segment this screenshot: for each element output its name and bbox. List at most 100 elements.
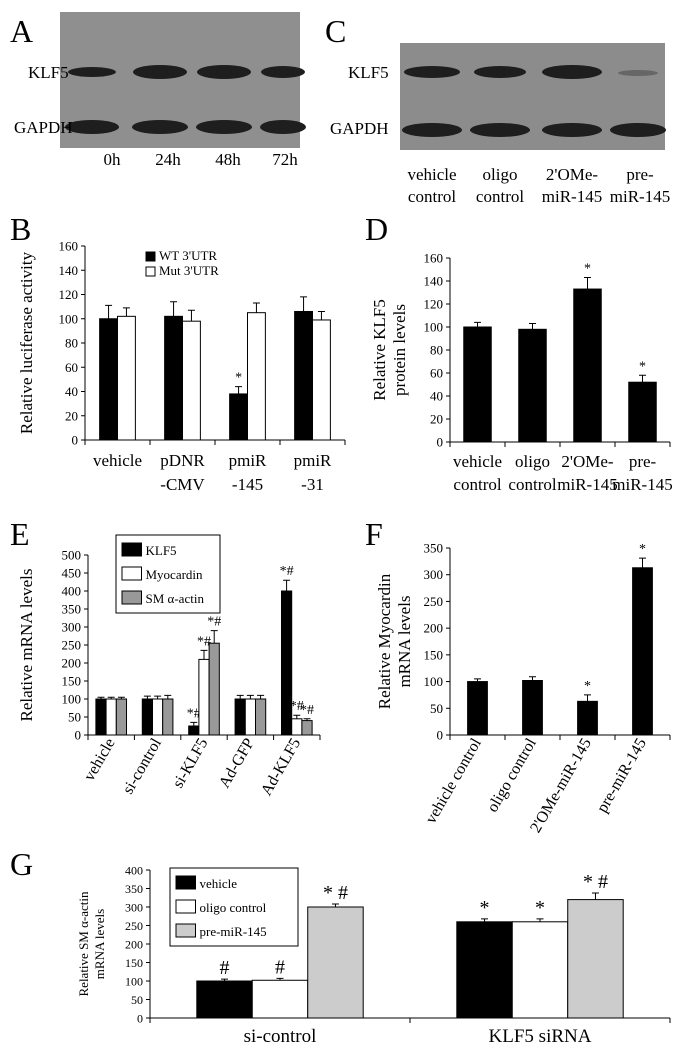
y-tick-label: 20 (65, 408, 78, 423)
y-tick-label: 100 (125, 975, 143, 989)
legend-swatch (121, 590, 142, 605)
x-tick-label-line: oligo (515, 452, 550, 471)
bar (99, 318, 118, 441)
x-tick-label-line: -31 (301, 475, 324, 494)
bar (229, 393, 248, 441)
y-axis-label-line: mRNA levels (92, 909, 107, 979)
error-bar (529, 323, 536, 330)
bar (162, 698, 174, 736)
x-tick-label: 2'OMe-miR-145 (527, 736, 595, 836)
y-tick-label: 0 (437, 435, 444, 450)
y-axis-label-line: Relative mRNA levels (17, 569, 36, 722)
significance-mark: # (220, 957, 230, 979)
error-bar (200, 649, 208, 660)
x-tick-label: si-control (244, 1026, 317, 1047)
x-tick-label: pDNR -CMV (160, 451, 205, 494)
y-tick-label: 150 (125, 956, 143, 970)
legend-label: KLF5 (146, 543, 177, 558)
lane-label: pre-miR-145 (610, 165, 670, 206)
bar (522, 680, 543, 736)
row-label: GAPDH (330, 119, 389, 138)
y-tick-label: 60 (65, 360, 78, 375)
error-bar (190, 721, 198, 726)
error-bar (170, 301, 178, 317)
error-bar (536, 918, 544, 922)
lane-label: 2'OMe-miR-145 (542, 165, 602, 206)
lane-labels: 0h 24h 48h 72h (104, 150, 299, 169)
bar (208, 642, 220, 736)
x-tick-label: pre-miR-145 (594, 736, 650, 816)
error-bar (317, 310, 325, 320)
error-bar (591, 892, 599, 900)
y-tick-label: 100 (424, 674, 444, 689)
error-bar (639, 557, 646, 568)
error-bar (97, 696, 105, 699)
legend-label: oligo control (200, 900, 267, 915)
row-label: GAPDH (14, 118, 73, 137)
significance-mark: * (639, 359, 646, 374)
y-tick-label: 50 (68, 710, 81, 725)
legend-swatch (145, 266, 156, 277)
y-tick-label: 60 (430, 366, 443, 381)
y-tick-label: 100 (62, 692, 82, 707)
bar (244, 698, 257, 736)
y-tick-label: 200 (62, 656, 82, 671)
x-tick-label: oligo control (508, 452, 556, 494)
panel-letter: C (325, 13, 346, 49)
y-axis-label-line: Relative luciferase activity (17, 251, 36, 434)
error-bar (257, 694, 265, 699)
legend-swatch (145, 251, 156, 262)
significance-mark: # (275, 956, 285, 978)
significance-mark: * (639, 542, 646, 557)
y-axis-label-line: Relative SM α-actin (76, 891, 91, 997)
y-axis-label: Relative mRNA levels (17, 569, 36, 722)
bar (188, 725, 200, 736)
legend-swatch (121, 566, 142, 581)
x-tick-label: oligo control (484, 735, 540, 815)
x-tick-label: 2'OMe-miR-145 (557, 452, 617, 494)
significance-mark: *# (197, 634, 211, 649)
y-axis-label-line: Relative KLF5 (370, 299, 389, 401)
y-tick-label: 250 (125, 919, 143, 933)
y-tick-label: 300 (125, 901, 143, 915)
error-bar (221, 978, 229, 981)
blot-bands (402, 65, 666, 137)
error-bar (187, 309, 195, 322)
legend-swatch (175, 899, 196, 914)
lane-labels: vehicle control oligo control 2'OMe-miR-14… (407, 165, 670, 206)
y-axis-label-line: protein levels (390, 304, 409, 396)
bar (511, 921, 569, 1019)
y-tick-label: 500 (62, 548, 82, 563)
x-tick-label: Ad-KLF5 (258, 736, 304, 799)
bar (164, 315, 183, 441)
lane-label: vehicle control (407, 165, 456, 206)
error-bar (293, 714, 301, 719)
y-tick-label: 350 (62, 602, 82, 617)
significance-mark: *# (290, 699, 304, 714)
significance-mark: * (584, 262, 591, 277)
y-tick-label: 50 (430, 701, 443, 716)
panel-letter: F (365, 516, 383, 552)
legend-swatch (175, 875, 196, 890)
bar (196, 980, 253, 1019)
error-bar (474, 678, 481, 682)
x-tick-label: Ad-GFP (216, 735, 258, 791)
y-axis-label: Relative SM α-actinmRNA levels (76, 891, 107, 997)
significance-mark: * (235, 371, 242, 386)
y-tick-label: 140 (59, 263, 79, 278)
significance-mark: *# (300, 703, 314, 718)
bar (628, 381, 657, 443)
y-axis-label: Relative MyocardinmRNA levels (375, 573, 414, 709)
legend-label: SM α-actin (146, 591, 205, 606)
y-tick-label: 100 (424, 320, 444, 335)
lane-label: 48h (215, 150, 241, 169)
bar (117, 315, 136, 441)
y-tick-label: 0 (72, 433, 79, 448)
x-tick-label-line: vehicle (453, 452, 502, 471)
significance-mark: *# (280, 564, 294, 579)
bar (518, 328, 547, 443)
error-bar (143, 695, 151, 699)
y-tick-label: 150 (62, 674, 82, 689)
bar (294, 310, 313, 441)
